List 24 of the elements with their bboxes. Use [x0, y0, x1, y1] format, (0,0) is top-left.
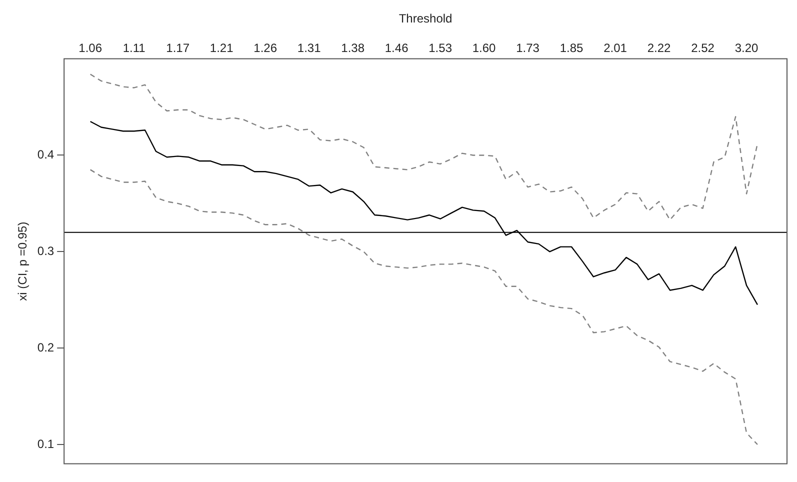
- x-tick-label: 1.53: [428, 40, 452, 55]
- y-tick-label: 0.4: [37, 148, 54, 162]
- x-axis-title: Threshold: [398, 12, 452, 26]
- x-tick-label: 1.60: [472, 40, 496, 55]
- x-tick-label: 2.01: [604, 40, 628, 55]
- x-tick-label: 1.46: [384, 40, 409, 55]
- x-tick-label: 1.11: [122, 40, 146, 55]
- x-tick-label: 1.06: [78, 40, 102, 55]
- x-tick-label: 1.26: [254, 40, 278, 55]
- x-tick-label: 1.21: [210, 40, 234, 55]
- x-tick-label: 1.73: [516, 40, 540, 55]
- x-tick-label: 1.31: [297, 40, 322, 55]
- y-tick-label: 0.2: [37, 340, 54, 354]
- x-tick-label: 3.20: [734, 40, 759, 55]
- x-tick-label: 1.85: [560, 40, 584, 55]
- line-series: [90, 74, 758, 220]
- x-tick-label: 2.52: [691, 40, 715, 55]
- x-tick-label: 2.22: [647, 40, 672, 55]
- y-axis-title: xi (CI, p =0.95): [16, 222, 30, 301]
- x-tick-label: 1.17: [166, 40, 190, 55]
- y-tick-label: 0.1: [37, 436, 54, 451]
- line-series: [90, 169, 758, 446]
- y-tick-label: 0.3: [37, 244, 54, 258]
- x-tick-label: 1.38: [341, 40, 365, 55]
